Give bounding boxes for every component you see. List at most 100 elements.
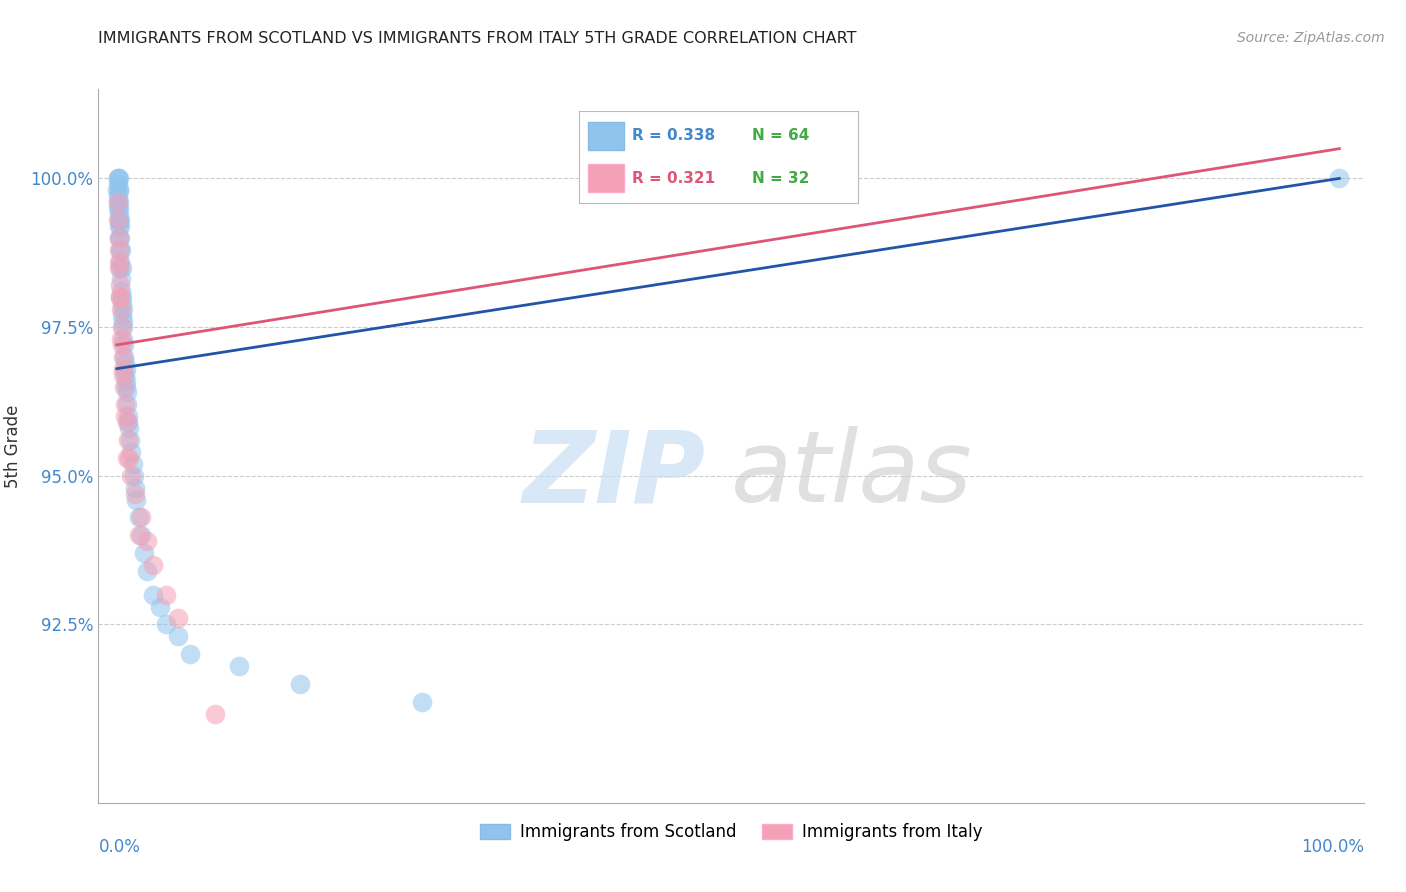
Point	[120, 445, 142, 459]
Point	[128, 528, 150, 542]
Point	[167, 629, 190, 643]
Point	[115, 374, 138, 388]
Point	[115, 450, 138, 465]
Point	[411, 695, 433, 709]
Point	[117, 433, 139, 447]
Point	[110, 272, 132, 286]
Point	[108, 171, 131, 186]
Point	[108, 278, 131, 293]
Y-axis label: 5th Grade: 5th Grade	[4, 404, 22, 488]
Point	[107, 213, 129, 227]
Point	[155, 617, 177, 632]
Point	[114, 368, 136, 382]
Point	[148, 599, 170, 614]
Point	[110, 332, 132, 346]
Point	[115, 397, 138, 411]
Point	[108, 254, 131, 268]
Point	[122, 468, 145, 483]
Point	[179, 647, 201, 661]
Point	[110, 285, 132, 299]
Point	[110, 290, 132, 304]
Point	[108, 201, 131, 215]
Point	[117, 409, 139, 424]
Point	[108, 231, 131, 245]
Point	[108, 219, 131, 233]
Point	[121, 457, 143, 471]
Point	[107, 201, 129, 215]
Legend: Immigrants from Scotland, Immigrants from Italy: Immigrants from Scotland, Immigrants fro…	[474, 817, 988, 848]
Point	[108, 243, 131, 257]
Point	[125, 492, 148, 507]
Point	[108, 290, 131, 304]
Point	[107, 183, 129, 197]
Point	[107, 213, 129, 227]
Point	[129, 510, 152, 524]
Point	[120, 433, 142, 447]
Point	[114, 356, 136, 370]
Point	[118, 450, 141, 465]
Point	[110, 219, 132, 233]
Point	[111, 290, 134, 304]
Point	[142, 588, 165, 602]
Text: atlas: atlas	[731, 426, 973, 523]
Text: 0.0%: 0.0%	[98, 838, 141, 856]
Text: Source: ZipAtlas.com: Source: ZipAtlas.com	[1237, 31, 1385, 45]
Point	[1329, 171, 1351, 186]
Point	[124, 481, 146, 495]
Point	[136, 564, 159, 578]
Point	[107, 189, 129, 203]
Point	[114, 397, 136, 411]
Point	[108, 183, 131, 197]
Point	[111, 338, 134, 352]
Point	[142, 558, 165, 572]
Point	[107, 195, 129, 210]
Point	[128, 510, 150, 524]
Point	[107, 195, 129, 210]
Point	[112, 350, 135, 364]
Point	[136, 534, 159, 549]
Point	[107, 231, 129, 245]
Point	[111, 302, 134, 317]
Point	[110, 260, 132, 275]
Point	[288, 677, 311, 691]
Point	[204, 706, 226, 721]
Point	[124, 486, 146, 500]
Point	[111, 296, 134, 310]
Point	[108, 254, 131, 268]
Text: ZIP: ZIP	[523, 426, 706, 523]
Point	[111, 320, 134, 334]
Point	[155, 588, 177, 602]
Point	[108, 207, 131, 221]
Point	[115, 385, 138, 400]
Point	[117, 415, 139, 429]
Point	[115, 379, 138, 393]
Point	[120, 468, 142, 483]
Point	[107, 178, 129, 192]
Point	[108, 231, 131, 245]
Point	[228, 659, 250, 673]
Point	[167, 611, 190, 625]
Point	[108, 260, 131, 275]
Point	[108, 243, 131, 257]
Text: 100.0%: 100.0%	[1301, 838, 1364, 856]
Point	[110, 302, 132, 317]
Point	[107, 195, 129, 210]
Point	[108, 213, 131, 227]
Point	[110, 243, 132, 257]
Point	[111, 308, 134, 322]
Point	[114, 409, 136, 424]
Point	[105, 183, 128, 197]
Point	[111, 368, 134, 382]
Point	[112, 338, 135, 352]
Point	[112, 320, 135, 334]
Point	[112, 379, 135, 393]
Point	[112, 361, 135, 376]
Point	[132, 546, 155, 560]
Point	[111, 350, 134, 364]
Point	[129, 528, 152, 542]
Text: IMMIGRANTS FROM SCOTLAND VS IMMIGRANTS FROM ITALY 5TH GRADE CORRELATION CHART: IMMIGRANTS FROM SCOTLAND VS IMMIGRANTS F…	[98, 31, 856, 46]
Point	[107, 171, 129, 186]
Point	[111, 314, 134, 328]
Point	[115, 415, 138, 429]
Point	[118, 421, 141, 435]
